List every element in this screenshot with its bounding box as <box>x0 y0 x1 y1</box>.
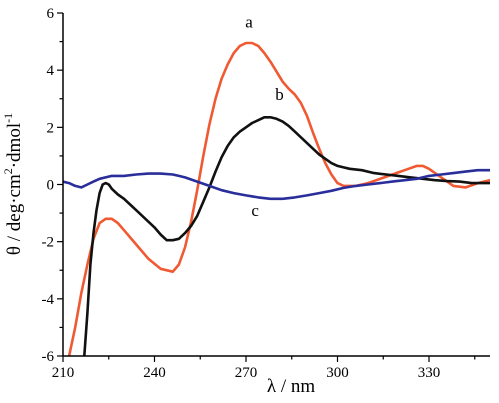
series-layer <box>63 41 490 356</box>
x-tick-label-240: 240 <box>143 365 166 381</box>
series-label-b: b <box>275 85 284 104</box>
y-axis-title-mid: ·dmol <box>4 123 25 168</box>
y-tick-label-2: 2 <box>47 120 55 136</box>
x-tick-label-300: 300 <box>326 365 349 381</box>
axes-layer <box>62 13 490 357</box>
y-tick-label--6: -6 <box>42 349 55 365</box>
y-axis-title-main: θ / deg·cm <box>4 174 25 255</box>
series-line-b <box>83 116 490 356</box>
series-labels-layer: a b c <box>245 12 284 220</box>
y-tick-label-6: 6 <box>47 6 55 22</box>
series-label-a: a <box>245 12 253 31</box>
series-line-c <box>63 168 490 201</box>
y-tick-label--4: -4 <box>42 292 55 308</box>
y-axis-title-sup1: 2 <box>1 168 15 174</box>
x-axis-title: λ / nm <box>267 376 315 397</box>
x-tick-label-270: 270 <box>235 365 258 381</box>
series-label-c: c <box>251 201 259 220</box>
y-tick-label-4: 4 <box>47 63 55 79</box>
y-tick-label--2: -2 <box>42 235 55 251</box>
y-axis-title: θ / deg·cm2·dmol-1 <box>1 113 25 255</box>
y-tick-label-0: 0 <box>47 178 55 194</box>
x-tick-label-210: 210 <box>52 365 75 381</box>
ticks-layer: 210 240 270 300 330 -6 -4 -2 0 2 4 6 <box>42 6 476 381</box>
y-axis-title-sup2: -1 <box>1 113 15 123</box>
x-tick-label-330: 330 <box>418 365 441 381</box>
